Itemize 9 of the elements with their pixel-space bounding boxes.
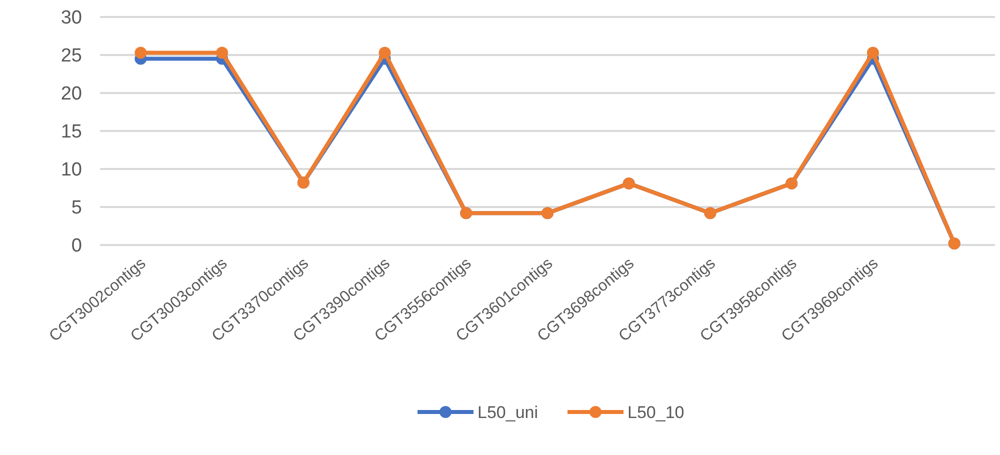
y-tick-label: 15 bbox=[60, 122, 82, 143]
y-tick-label: 30 bbox=[60, 8, 82, 29]
y-tick-label: 0 bbox=[71, 236, 82, 257]
y-tick-label: 5 bbox=[71, 198, 82, 219]
y-tick-label: 25 bbox=[60, 46, 82, 67]
legend-label: L50_10 bbox=[628, 402, 684, 422]
y-tick-label: 20 bbox=[60, 84, 82, 105]
legend-label: L50_uni bbox=[478, 402, 538, 422]
y-tick-label: 10 bbox=[60, 160, 82, 181]
